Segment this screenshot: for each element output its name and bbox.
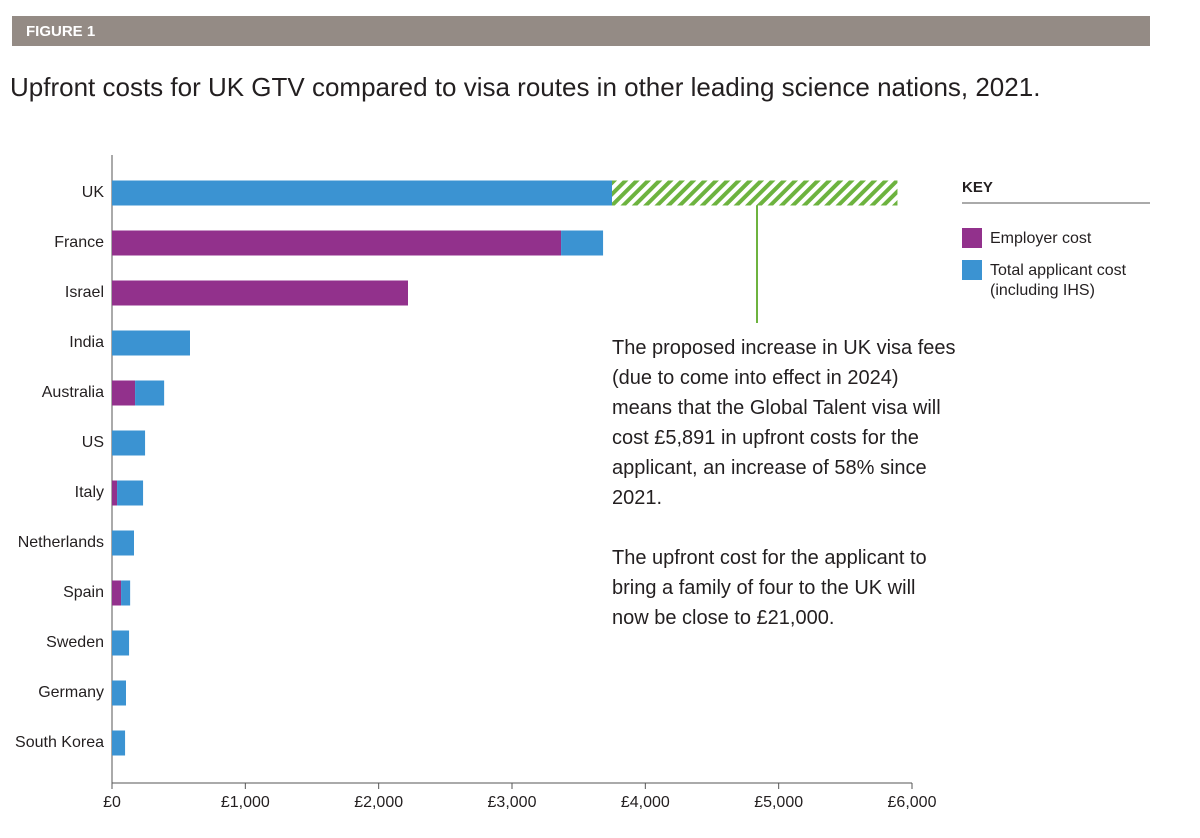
y-tick-label: UK xyxy=(82,184,105,201)
bar xyxy=(112,230,562,256)
annotation-text: The proposed increase in UK visa fees (d… xyxy=(612,337,956,509)
y-tick-label: South Korea xyxy=(15,734,104,751)
bar xyxy=(121,580,131,606)
bar xyxy=(112,280,408,306)
y-tick-label: Israel xyxy=(65,284,104,301)
y-tick-label: Germany xyxy=(38,684,104,701)
x-tick-label: £3,000 xyxy=(488,794,537,811)
y-tick-label: Australia xyxy=(42,384,104,401)
header-bar xyxy=(12,16,1150,46)
legend-label: Total applicant cost (including IHS) xyxy=(990,262,1127,299)
x-tick-label: £1,000 xyxy=(221,794,270,811)
annotation-text: The upfront cost for the applicant to br… xyxy=(612,547,927,629)
bar xyxy=(112,680,126,706)
legend-title: KEY xyxy=(962,179,993,196)
x-tick-label: £0 xyxy=(103,794,121,811)
hatched-bar xyxy=(612,180,898,206)
bar xyxy=(112,530,134,556)
bar xyxy=(112,630,130,656)
annotation: The proposed increase in UK visa fees (d… xyxy=(612,333,957,663)
bar xyxy=(112,330,190,356)
bar xyxy=(112,380,136,406)
chart-title: Upfront costs for UK GTV compared to vis… xyxy=(10,72,1040,102)
legend-label: Employer cost xyxy=(990,230,1092,247)
bar xyxy=(112,480,118,506)
x-tick-label: £6,000 xyxy=(888,794,937,811)
bar xyxy=(135,380,165,406)
bar xyxy=(112,180,612,206)
bar xyxy=(112,580,122,606)
y-tick-label: US xyxy=(82,434,104,451)
bar xyxy=(561,230,604,256)
x-tick-label: £5,000 xyxy=(754,794,803,811)
bar xyxy=(117,480,144,506)
y-tick-label: India xyxy=(69,334,104,351)
legend-swatch xyxy=(962,260,982,280)
y-tick-label: Netherlands xyxy=(18,534,104,551)
x-tick-label: £4,000 xyxy=(621,794,670,811)
y-tick-label: Sweden xyxy=(46,634,104,651)
y-tick-label: Spain xyxy=(63,584,104,601)
legend-swatch xyxy=(962,228,982,248)
bar xyxy=(112,730,126,756)
y-tick-label: Italy xyxy=(75,484,104,501)
y-tick-label: France xyxy=(54,234,104,251)
bar xyxy=(112,430,146,456)
x-tick-label: £2,000 xyxy=(354,794,403,811)
figure-label: FIGURE 1 xyxy=(26,23,95,40)
